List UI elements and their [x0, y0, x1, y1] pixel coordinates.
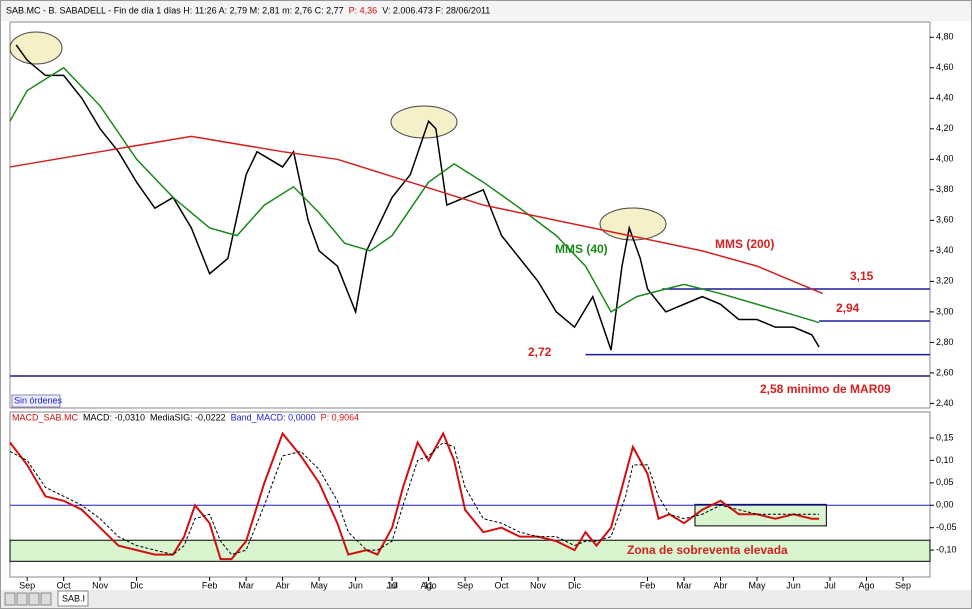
macd-panel [9, 411, 931, 578]
nav-prev[interactable] [16, 592, 28, 606]
y-tick-label: 4,20 [936, 123, 954, 133]
nav-first[interactable] [4, 592, 16, 606]
y-tick-label: -0,05 [936, 522, 957, 532]
nav-next[interactable] [28, 592, 40, 606]
header-text: SAB.MC - B. SABADELL - Fin de día 1 días… [6, 5, 344, 15]
orders-button-label[interactable]: Sin órdenes [14, 395, 63, 405]
x-tick-label: Sep [895, 580, 911, 590]
y-tick-label: 0,00 [936, 500, 954, 510]
x-tick-label: Ago [421, 580, 437, 590]
series-line [15, 44, 820, 351]
x-tick-label: Abr [276, 580, 290, 590]
x-tick-label: Dic [568, 580, 581, 590]
highlight [599, 207, 667, 241]
x-tick-label: Jul [386, 580, 398, 590]
x-tick-label: Mar [238, 580, 254, 590]
zone-label: Zona de sobreventa elevada [627, 543, 788, 557]
tab[interactable] [57, 590, 89, 607]
y-tick-label: 3,60 [936, 215, 954, 225]
y-tick-label: 4,40 [936, 93, 954, 103]
bottom-bar [1, 590, 971, 608]
level-label: 2,58 minimo de MAR09 [760, 382, 891, 396]
nav-buttons[interactable] [4, 592, 52, 606]
header-text: MACD_SAB.MC [12, 412, 79, 422]
header-text: Band_MACD: 0,0000 [231, 412, 316, 422]
x-tick-label: Jun [786, 580, 801, 590]
level-label: 2,94 [836, 301, 860, 315]
y-tick-label: 4,80 [936, 32, 954, 42]
y-tick-label: 2,60 [936, 367, 954, 377]
highlight [9, 31, 63, 65]
header-text: MediaSIG: -0,0222 [150, 412, 226, 422]
level-label: 2,72 [528, 345, 552, 359]
x-tick-label: Jul [824, 580, 836, 590]
x-tick-label: Oct [495, 580, 510, 590]
level-label: 3,15 [850, 269, 874, 283]
x-tick-label: Feb [640, 580, 656, 590]
header-text: V: 2.006.473 F: 28/06/2011 [382, 5, 490, 15]
y-tick-label: -0,10 [936, 544, 957, 554]
x-tick-label: Abr [714, 580, 728, 590]
y-tick-label: 3,20 [936, 276, 954, 286]
highlight [390, 105, 458, 139]
header-text: P: 4,36 [349, 5, 378, 15]
x-tick-label: 11 [424, 580, 433, 590]
nav-last[interactable] [40, 592, 52, 606]
y-tick-label: 0,10 [936, 455, 954, 465]
x-tick-label: Sep [457, 580, 473, 590]
series-label: MMS (40) [555, 242, 608, 256]
header-text: P: 0,9064 [321, 412, 360, 422]
y-tick-label: 0,05 [936, 477, 954, 487]
x-tick-label: May [311, 580, 329, 590]
y-tick-label: 0,15 [936, 432, 954, 442]
x-tick-label: 10 [387, 580, 397, 590]
price-panel [9, 21, 931, 409]
x-tick-label: Ago [858, 580, 874, 590]
zone [9, 539, 931, 562]
y-tick-label: 4,00 [936, 154, 954, 164]
header-text: MACD: -0,0310 [83, 412, 145, 422]
series-label: MMS (200) [715, 237, 774, 251]
x-tick-label: Nov [530, 580, 547, 590]
series-line [9, 431, 820, 561]
x-tick-label: Feb [202, 580, 218, 590]
x-tick-label: Sep [19, 580, 35, 590]
y-tick-label: 3,40 [936, 245, 954, 255]
x-tick-label: Dic [130, 580, 143, 590]
y-tick-label: 2,80 [936, 337, 954, 347]
y-tick-label: 3,00 [936, 306, 954, 316]
x-tick-label: May [749, 580, 767, 590]
series-line [9, 135, 823, 295]
y-tick-label: 4,60 [936, 62, 954, 72]
y-tick-label: 2,40 [936, 398, 954, 408]
tab-label[interactable]: SAB.I [62, 593, 85, 603]
x-tick-label: Oct [57, 580, 72, 590]
x-tick-label: Jun [348, 580, 363, 590]
x-tick-label: Nov [92, 580, 109, 590]
x-tick-label: Mar [676, 580, 692, 590]
series-line [9, 441, 820, 556]
y-tick-label: 3,80 [936, 184, 954, 194]
orders-button[interactable] [11, 394, 61, 408]
header-bar [1, 1, 971, 21]
series-line [9, 66, 820, 324]
